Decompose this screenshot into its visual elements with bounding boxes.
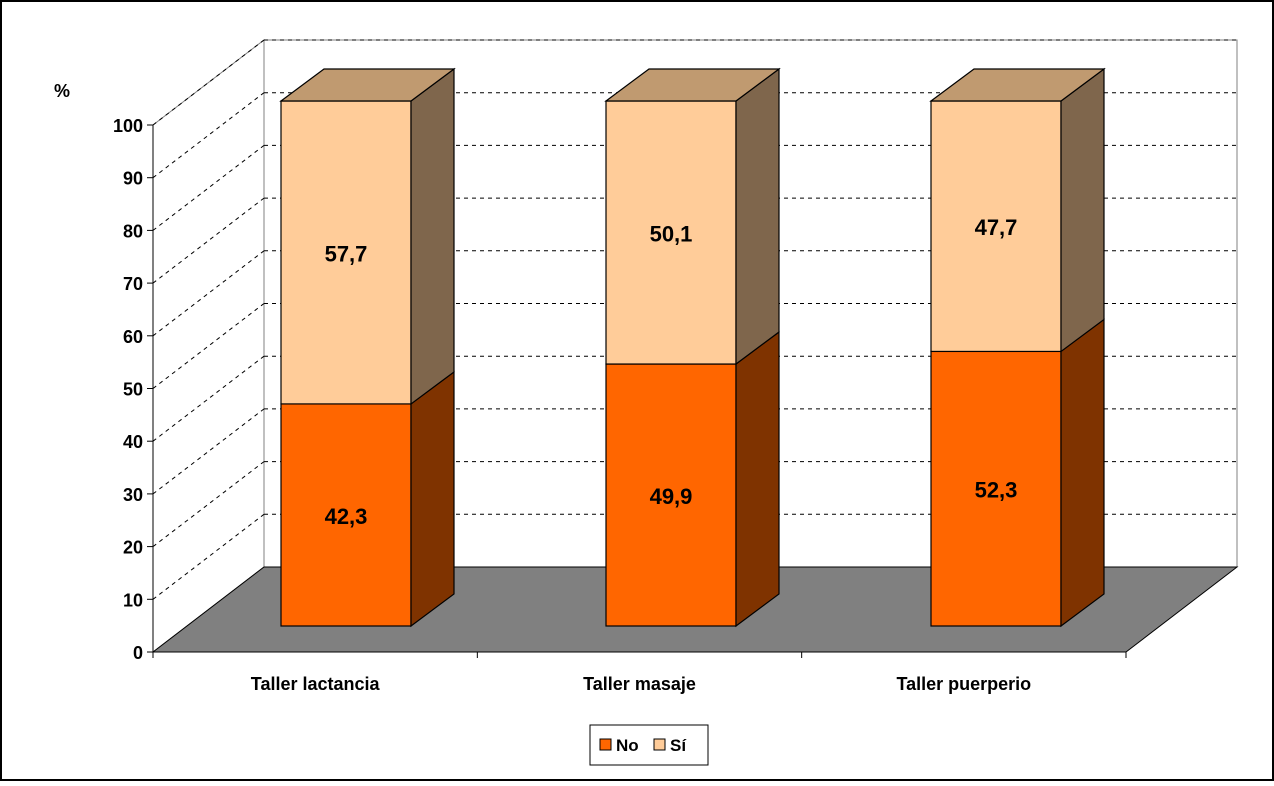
- data-label: 47,7: [975, 215, 1018, 240]
- bar-Sí-side: [1060, 67, 1105, 353]
- data-label: 49,9: [650, 484, 693, 509]
- bar-No-side: [1060, 318, 1105, 628]
- y-tick-label: 60: [123, 327, 143, 347]
- y-tick-label: 90: [123, 169, 143, 189]
- legend-label: Sí: [670, 736, 687, 755]
- bar-No-front: [605, 363, 737, 627]
- y-tick-label: 40: [123, 432, 143, 452]
- bar-No-side: [410, 370, 455, 628]
- legend-swatch: [599, 738, 612, 751]
- y-tick-label: 30: [123, 485, 143, 505]
- bar-No-front: [930, 350, 1062, 627]
- y-tick-label: 0: [133, 643, 143, 663]
- data-label: 57,7: [325, 241, 368, 266]
- y-tick-label: 50: [123, 380, 143, 400]
- y-tick-label: 100: [113, 116, 143, 136]
- bar-No-side: [735, 330, 780, 628]
- legend-label: No: [616, 736, 639, 755]
- data-label: 42,3: [325, 504, 368, 529]
- bar-Sí-side: [410, 67, 455, 406]
- data-label: 50,1: [650, 222, 693, 247]
- y-tick-label: 70: [123, 274, 143, 294]
- bar-Sí-side: [735, 67, 780, 366]
- x-tick-label: Taller puerperio: [896, 674, 1031, 694]
- y-axis-label: %: [54, 81, 70, 101]
- bar-Sí-top: [929, 68, 1106, 102]
- legend-swatch: [653, 738, 666, 751]
- x-tick-label: Taller masaje: [583, 674, 696, 694]
- bar-Sí-front: [930, 100, 1062, 353]
- bar-Sí-top: [604, 68, 781, 102]
- y-tick-label: 20: [123, 538, 143, 558]
- y-tick-label: 10: [123, 590, 143, 610]
- bar-Sí-top: [279, 68, 456, 102]
- bar-Sí-front: [280, 100, 412, 405]
- x-tick-label: Taller lactancia: [251, 674, 381, 694]
- y-tick-label: 80: [123, 221, 143, 241]
- bar-Sí-front: [605, 100, 737, 365]
- bar-No-front: [280, 403, 412, 627]
- data-label: 52,3: [975, 478, 1018, 503]
- side-wall: [152, 38, 265, 654]
